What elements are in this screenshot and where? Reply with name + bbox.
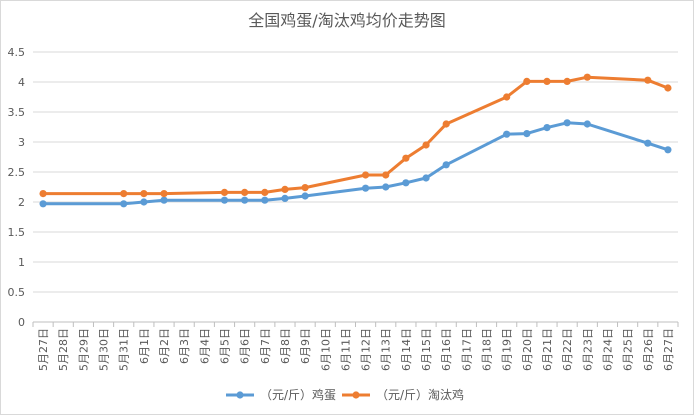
data-point [644,76,652,84]
data-point [664,84,672,92]
data-point [442,120,450,128]
x-tick-label: 6月17日 [460,328,473,371]
y-tick-label: 0 [18,316,25,329]
data-point [543,124,551,132]
data-point [402,154,410,162]
data-point [220,196,229,204]
x-tick-label: 6月7日 [259,328,272,364]
x-tick-label: 6月11日 [339,328,352,371]
data-point [261,188,269,196]
data-point [140,190,148,198]
x-tick-label: 6月9日 [299,328,312,364]
x-tick-label: 6月5日 [218,328,231,364]
x-tick-label: 6月27日 [662,328,675,371]
y-tick-label: 2.5 [8,166,26,179]
x-tick-label: 6月8日 [279,328,292,364]
x-tick-label: 6月16日 [440,328,453,371]
legend-label: （元/斤）淘汰鸡 [376,387,464,402]
data-point [543,77,551,85]
y-tick-label: 1.5 [8,226,26,239]
legend-swatch-marker [236,391,244,399]
data-point [583,73,591,81]
data-point [422,141,430,149]
data-point [503,93,511,101]
y-tick-label: 3 [18,136,25,149]
x-tick-label: 5月29日 [77,328,90,371]
data-point [281,185,289,193]
data-point [361,184,370,192]
series-lines [39,73,672,208]
data-point [523,130,531,138]
data-point [261,196,269,204]
x-tick-label: 6月13日 [380,328,393,371]
data-point [120,200,128,208]
data-point [644,139,652,147]
data-point [220,188,229,196]
y-tick-label: 3.5 [8,106,26,119]
x-tick-label: 6月3日 [178,328,191,364]
data-point [382,171,390,179]
x-tick-label: 6月23日 [581,328,594,371]
data-point [160,190,168,198]
x-tick-label: 6月24日 [601,328,614,371]
x-tick-label: 6月2日 [158,328,171,364]
data-point [664,146,672,154]
y-axis: 0 0.5 1 1.5 2 2.5 3 3.5 4 4.5 [8,46,26,329]
x-tick-label: 6月19日 [501,328,514,371]
data-point [120,190,128,198]
x-tick-label: 6月6日 [239,328,252,364]
data-point [422,174,430,182]
x-tick-label: 6月4日 [198,328,211,364]
x-tick-label: 6月14日 [400,328,413,371]
x-axis: 5月27日 5月28日 5月29日 5月30日 5月31日 6月1日 6月2日 6月3日 6月4… [32,321,679,371]
data-point [39,190,47,198]
x-tick-label: 6月18日 [481,328,494,371]
x-tick-label: 6月22日 [561,328,574,371]
legend: （元/斤）鸡蛋 （元/斤）淘汰鸡 [226,387,464,402]
data-point [241,196,249,204]
data-point [503,130,511,138]
series-line [41,75,670,196]
data-point [39,200,47,208]
data-point [563,119,571,127]
x-tick-label: 5月28日 [57,328,70,371]
data-point [402,179,410,187]
x-tick-label: 6月25日 [622,328,635,371]
x-tick-label: 5月30日 [98,328,111,371]
data-point [382,183,390,191]
x-tick-label: 6月20日 [521,328,534,371]
data-point [140,198,148,206]
x-tick-label: 6月12日 [360,328,373,371]
legend-swatch-marker [352,391,360,399]
y-tick-label: 0.5 [8,286,26,299]
x-tick-label: 6月15日 [420,328,433,371]
y-tick-label: 1 [18,256,25,269]
data-point [361,171,370,179]
x-tick-label: 6月21日 [541,328,554,371]
data-point [523,77,531,85]
y-tick-label: 4.5 [8,46,26,59]
data-point [301,192,309,200]
data-point [160,196,168,204]
gridlines [33,51,678,323]
x-tick-label: 6月1日 [138,328,151,364]
x-tick-label: 6月26日 [642,328,655,371]
data-point [241,188,249,196]
data-point [301,184,309,192]
data-point [583,120,591,128]
data-point [563,77,571,85]
x-tick-label: 5月31日 [118,328,131,371]
chart-title: 全国鸡蛋/淘汰鸡均价走势图 [248,11,446,30]
x-tick-label: 6月10日 [319,328,332,371]
data-point [281,194,289,202]
legend-label: （元/斤）鸡蛋 [260,387,336,402]
data-point [442,161,450,169]
x-tick-label: 5月27日 [37,328,50,371]
series-line [41,121,670,206]
y-tick-label: 2 [18,196,25,209]
y-tick-label: 4 [18,76,25,89]
